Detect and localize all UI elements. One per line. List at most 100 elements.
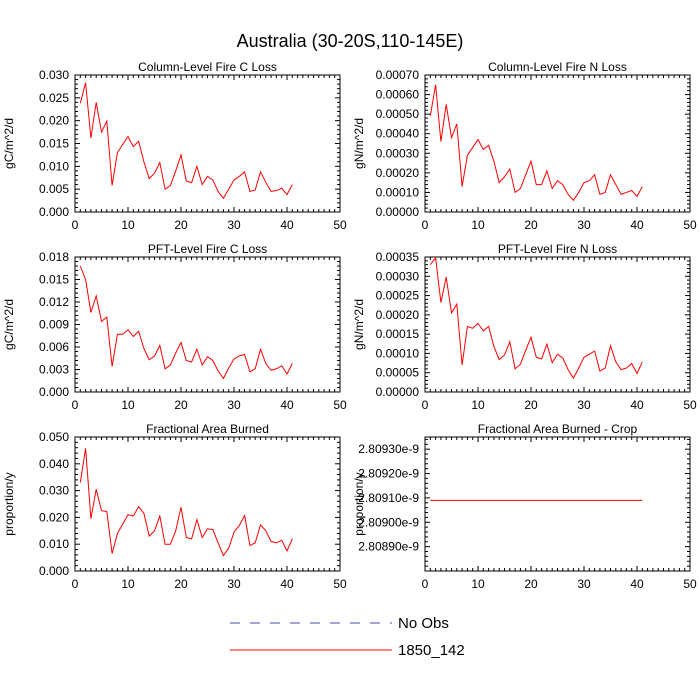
- series-line: [429, 256, 643, 380]
- series-line: [79, 448, 293, 557]
- x-tick-label: 50: [683, 577, 697, 591]
- plot-frame: [74, 74, 341, 213]
- x-tick-label: 30: [577, 218, 591, 232]
- y-axis-label: proportion/y: [2, 472, 16, 535]
- y-tick-label: 0.040: [39, 457, 69, 471]
- x-tick-label: 40: [280, 218, 294, 232]
- panel-title: PFT-Level Fire N Loss: [498, 242, 617, 256]
- x-tick-label: 50: [333, 218, 347, 232]
- x-tick-label: 40: [630, 577, 644, 591]
- y-tick-label: 0.015: [39, 273, 69, 287]
- y-tick-label: 0.00020: [376, 166, 420, 180]
- y-tick-label: 0.00030: [376, 146, 420, 160]
- x-tick-label: 0: [422, 398, 429, 412]
- x-tick-label: 0: [72, 577, 79, 591]
- chart-panel: 0 10 20 30 40 50 0.000 0.005 0.010 0.015 0.020 0.02…: [2, 60, 347, 232]
- chart-panel: 0 10 20 30 40 50 2.80890e-9 2.80900e-9 2.80910e-…: [352, 422, 697, 591]
- y-tick-label: 0.025: [39, 91, 69, 105]
- y-tick-label: 0.00005: [376, 366, 420, 380]
- y-axis-label: proportion/y: [352, 472, 366, 535]
- plot-frame: [424, 256, 691, 393]
- plot-frame: [424, 436, 691, 572]
- panel-title: Column-Level Fire C Loss: [138, 60, 277, 74]
- figure-title: Australia (30-20S,110-145E): [237, 31, 464, 51]
- y-tick-label: 0.020: [39, 114, 69, 128]
- x-tick-label: 50: [683, 218, 697, 232]
- series-line: [79, 82, 293, 200]
- x-tick-label: 10: [471, 218, 485, 232]
- plot-frame: [424, 74, 691, 213]
- y-tick-label: 0.030: [39, 484, 69, 498]
- y-tick-label: 0.020: [39, 510, 69, 524]
- chart-panel: 0 10 20 30 40 50 0.00000 0.00005 0.00010 0.00015 0…: [352, 242, 697, 412]
- y-tick-label: 0.000: [39, 385, 69, 399]
- panel-title: PFT-Level Fire C Loss: [148, 242, 267, 256]
- y-tick-label: 0.018: [39, 250, 69, 264]
- plot-frame: [74, 256, 341, 393]
- y-tick-label: 0.00050: [376, 107, 420, 121]
- y-tick-label: 0.00060: [376, 88, 420, 102]
- y-tick-label: 0.00030: [376, 269, 420, 283]
- chart-panel: 0 10 20 30 40 50 0.00000 0.00010 0.00020 0.00030 0…: [352, 60, 697, 232]
- y-tick-label: 0.010: [39, 537, 69, 551]
- y-tick-label: 0.00010: [376, 185, 420, 199]
- panel-title: Fractional Area Burned - Crop: [478, 422, 638, 436]
- y-axis-label: gC/m^2/d: [2, 299, 16, 350]
- y-tick-label: 0.006: [39, 340, 69, 354]
- x-tick-label: 50: [333, 398, 347, 412]
- y-axis-label: gC/m^2/d: [2, 118, 16, 169]
- y-axis-label: gN/m^2/d: [352, 299, 366, 350]
- x-tick-label: 10: [471, 398, 485, 412]
- y-tick-label: 0.00000: [376, 385, 420, 399]
- panel-title: Column-Level Fire N Loss: [488, 60, 627, 74]
- x-tick-label: 20: [524, 398, 538, 412]
- x-tick-label: 30: [227, 398, 241, 412]
- y-tick-label: 0.00035: [376, 250, 420, 264]
- x-tick-label: 50: [683, 398, 697, 412]
- x-tick-label: 40: [630, 218, 644, 232]
- x-tick-label: 0: [72, 398, 79, 412]
- y-tick-label: 0.00010: [376, 346, 420, 360]
- y-tick-label: 0.000: [39, 205, 69, 219]
- x-tick-label: 30: [227, 577, 241, 591]
- x-tick-label: 10: [471, 577, 485, 591]
- y-tick-label: 2.80910e-9: [358, 491, 419, 505]
- x-tick-label: 40: [280, 577, 294, 591]
- y-axis-label: gN/m^2/d: [352, 118, 366, 169]
- y-tick-label: 0.000: [39, 564, 69, 578]
- plot-frame: [74, 436, 341, 572]
- y-tick-label: 2.80920e-9: [358, 467, 419, 481]
- chart-panel: 0 10 20 30 40 50 0.000 0.003 0.006 0.009 0.012 0.01…: [2, 242, 347, 412]
- x-tick-label: 40: [280, 398, 294, 412]
- legend: No Obs 1850_142: [230, 615, 465, 659]
- y-tick-label: 0.00025: [376, 289, 420, 303]
- panel-title: Fractional Area Burned: [146, 422, 269, 436]
- series-line: [79, 265, 293, 380]
- y-tick-label: 0.00000: [376, 205, 420, 219]
- x-tick-label: 0: [422, 577, 429, 591]
- x-tick-label: 0: [422, 218, 429, 232]
- chart-panels: 0 10 20 30 40 50 0.000 0.005 0.010 0.015 0.020 0.02…: [2, 60, 697, 591]
- y-tick-label: 0.00040: [376, 127, 420, 141]
- x-tick-label: 10: [121, 398, 135, 412]
- y-tick-label: 0.050: [39, 430, 69, 444]
- x-tick-label: 30: [577, 577, 591, 591]
- y-tick-label: 0.003: [39, 363, 69, 377]
- x-tick-label: 20: [524, 218, 538, 232]
- y-tick-label: 0.005: [39, 182, 69, 196]
- legend-label: 1850_142: [398, 642, 465, 659]
- y-tick-label: 2.80890e-9: [358, 540, 419, 554]
- x-tick-label: 20: [524, 577, 538, 591]
- y-tick-label: 0.015: [39, 137, 69, 151]
- legend-label: No Obs: [398, 615, 449, 632]
- y-tick-label: 2.80900e-9: [358, 515, 419, 529]
- x-tick-label: 10: [121, 218, 135, 232]
- y-tick-label: 0.010: [39, 159, 69, 173]
- y-tick-label: 0.00070: [376, 68, 420, 82]
- chart-panel: 0 10 20 30 40 50 0.000 0.010 0.020 0.030 0.040 0.05…: [2, 422, 347, 591]
- y-tick-label: 2.80930e-9: [358, 442, 419, 456]
- x-tick-label: 20: [174, 218, 188, 232]
- x-tick-label: 30: [227, 218, 241, 232]
- y-tick-label: 0.012: [39, 295, 69, 309]
